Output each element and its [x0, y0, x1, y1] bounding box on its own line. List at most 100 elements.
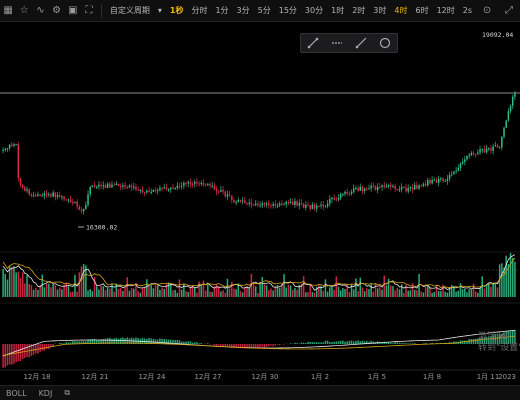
toolbar-right: 2s ⊙ ⤢ [459, 0, 520, 22]
macd-histogram-bar [494, 334, 497, 344]
volume-bar [124, 287, 126, 297]
macd-histogram-bar [34, 344, 37, 354]
volume-bar [315, 286, 318, 297]
macd-histogram-bar [119, 338, 122, 344]
favorite-star-icon[interactable]: ☆ [19, 5, 29, 16]
macd-histogram-bar [488, 336, 490, 344]
macd-histogram-bar [431, 342, 433, 344]
interval-tab-3[interactable]: 3分 [236, 6, 250, 15]
macd-histogram-bar [250, 344, 253, 349]
candle-body [305, 204, 307, 208]
macd-histogram-bar [313, 342, 316, 344]
volume-bar [326, 291, 329, 297]
volume-bar [368, 289, 370, 297]
candle-body [48, 194, 50, 196]
boll-indicator-tab[interactable]: BOLL [6, 388, 27, 398]
interval-tab-6[interactable]: 30分 [304, 6, 324, 15]
interval-tab-9[interactable]: 3时 [373, 6, 387, 15]
interval-2s-button[interactable]: 2s [462, 6, 473, 15]
interval-tab-11[interactable]: 6时 [415, 6, 429, 15]
interval-tab-7[interactable]: 1时 [331, 6, 345, 15]
layout-icon[interactable]: ▣ [68, 5, 78, 16]
camera-icon[interactable]: ⊙ [482, 5, 492, 16]
volume-bar [403, 292, 405, 297]
volume-bar [370, 283, 372, 297]
volume-bar [329, 287, 331, 297]
candle-body [74, 201, 76, 203]
fullscreen-icon[interactable]: ⛶ [85, 5, 93, 16]
volume-bar [61, 289, 63, 297]
interval-tab-5[interactable]: 15分 [278, 6, 297, 15]
macd-histogram-bar [390, 342, 392, 344]
candle-body [468, 155, 470, 157]
ray-line-icon[interactable] [351, 34, 371, 52]
edit-indicator-icon[interactable]: ⧉ [64, 388, 71, 397]
volume-bar [109, 288, 111, 297]
interval-dropdown-icon[interactable]: ▾ [157, 6, 162, 15]
chart-style-icon[interactable]: ▦ [3, 5, 13, 16]
kdj-indicator-tab[interactable]: KDJ [38, 388, 53, 398]
windows-activation-watermark: 激活 Wi 转到"设置"以 [478, 332, 520, 354]
volume-bar [287, 284, 290, 297]
interval-tab-0[interactable]: 1秒 [169, 6, 184, 15]
volume-bar [355, 278, 357, 297]
volume-bar [281, 284, 283, 297]
candle-body [146, 190, 148, 193]
volume-bar [422, 292, 425, 297]
candle-body [137, 189, 139, 191]
volume-bar [383, 275, 385, 297]
volume-bar [82, 264, 85, 297]
volume-bar [374, 283, 377, 297]
candle-body [119, 186, 122, 188]
interval-tab-4[interactable]: 5分 [257, 6, 271, 15]
volume-bar [405, 285, 407, 297]
candle-body [405, 187, 407, 192]
indicators-icon[interactable]: ∿ [36, 5, 45, 16]
candlestick-chart[interactable]: 19092.04 16300.02 12月 18 12月 21 12月 24 12月 27… [0, 22, 520, 385]
volume-bar [494, 283, 497, 297]
candle-body [8, 144, 11, 149]
interval-tab-1[interactable]: 分时 [191, 6, 208, 15]
macd-histogram-bar [294, 342, 296, 344]
expand-icon[interactable]: ⤢ [505, 5, 514, 16]
interval-tab-10[interactable]: 4时 [394, 6, 408, 15]
custom-period-button[interactable]: 自定义周期 [109, 6, 150, 15]
macd-histogram-bar [385, 342, 388, 344]
volume-bar [139, 292, 142, 297]
macd-histogram-bar [213, 344, 216, 345]
candle-body [231, 195, 233, 201]
volume-bar [350, 283, 353, 297]
candle-body [503, 127, 505, 137]
toolbar-divider [101, 3, 102, 18]
macd-histogram-bar [411, 343, 414, 344]
volume-bar [265, 285, 268, 297]
candle-body [172, 187, 174, 189]
volume-bar [15, 272, 17, 297]
horizontal-line-icon[interactable] [327, 34, 347, 52]
interval-tab-2[interactable]: 1分 [215, 6, 229, 15]
candle-body [200, 182, 203, 184]
trend-line-icon[interactable] [303, 34, 323, 52]
macd-histogram-bar [74, 341, 76, 344]
candle-body [483, 149, 486, 153]
candle-body [326, 203, 329, 207]
macd-histogram-bar [124, 338, 126, 344]
circle-tool-icon[interactable] [375, 34, 395, 52]
settings-icon[interactable]: ⚙ [52, 5, 62, 16]
candle-body [128, 185, 131, 188]
volume-bar [509, 252, 512, 297]
candle-body [198, 183, 200, 185]
macd-histogram-bar [337, 341, 340, 344]
volume-bar [170, 284, 172, 297]
candle-body [350, 191, 353, 194]
candle-body [514, 93, 516, 97]
interval-tab-12[interactable]: 12时 [436, 6, 455, 15]
volume-bar [248, 288, 250, 297]
interval-tab-8[interactable]: 2时 [352, 6, 366, 15]
candle-body [4, 148, 7, 150]
candle-body [366, 188, 368, 190]
candle-body [85, 204, 87, 209]
candle-body [211, 185, 213, 187]
volume-bar [100, 285, 102, 297]
candle-body [333, 197, 335, 200]
